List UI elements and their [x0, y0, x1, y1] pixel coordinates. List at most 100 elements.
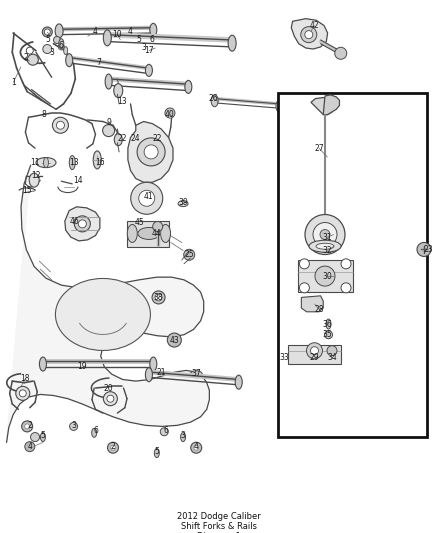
Text: 5: 5 [137, 36, 142, 44]
Text: 26: 26 [209, 94, 219, 103]
Polygon shape [7, 165, 209, 442]
Text: 29: 29 [310, 353, 319, 361]
Circle shape [327, 346, 337, 356]
Circle shape [131, 182, 163, 214]
Circle shape [16, 386, 30, 400]
Circle shape [320, 230, 330, 239]
Text: 6: 6 [58, 41, 63, 50]
Text: 2012 Dodge Caliber
Shift Forks & Rails
Diagram 1: 2012 Dodge Caliber Shift Forks & Rails D… [177, 512, 261, 533]
Circle shape [341, 259, 351, 269]
Ellipse shape [228, 35, 236, 51]
Text: 39: 39 [178, 198, 188, 207]
Ellipse shape [36, 158, 56, 167]
Ellipse shape [316, 243, 334, 249]
Circle shape [58, 44, 64, 50]
Text: 3: 3 [71, 421, 76, 430]
Text: 22: 22 [117, 134, 127, 143]
Text: 16: 16 [95, 158, 105, 167]
Circle shape [43, 45, 52, 53]
Ellipse shape [178, 200, 188, 207]
Text: 44: 44 [152, 229, 162, 238]
Circle shape [341, 283, 351, 293]
Circle shape [315, 266, 335, 286]
Text: 3: 3 [141, 44, 146, 52]
Text: 4: 4 [128, 28, 133, 36]
Text: 37: 37 [191, 369, 201, 377]
Ellipse shape [114, 134, 122, 146]
Text: 2: 2 [23, 53, 28, 62]
Circle shape [325, 330, 332, 339]
Text: 8: 8 [42, 110, 46, 119]
Text: 6: 6 [150, 36, 155, 44]
Circle shape [184, 249, 195, 260]
Bar [278, 93, 427, 437]
Text: 15: 15 [22, 187, 32, 195]
Polygon shape [128, 122, 173, 182]
Text: 4: 4 [194, 442, 199, 451]
Bar [127, 221, 169, 247]
Text: 46: 46 [70, 217, 79, 225]
Circle shape [137, 138, 165, 166]
Circle shape [102, 125, 115, 136]
Text: 12: 12 [31, 172, 41, 180]
Circle shape [53, 36, 60, 44]
Circle shape [26, 47, 33, 54]
Circle shape [21, 421, 33, 432]
Circle shape [305, 30, 313, 39]
Circle shape [311, 346, 318, 355]
Circle shape [417, 243, 431, 256]
Circle shape [191, 442, 202, 453]
Circle shape [107, 395, 114, 402]
Ellipse shape [180, 433, 186, 441]
Ellipse shape [105, 74, 112, 89]
Circle shape [301, 27, 317, 43]
Ellipse shape [93, 151, 101, 169]
Circle shape [160, 427, 168, 436]
Polygon shape [65, 207, 100, 241]
Bar [288, 345, 341, 364]
Circle shape [107, 442, 119, 453]
Polygon shape [291, 19, 328, 49]
Text: 33: 33 [279, 353, 289, 361]
Circle shape [42, 27, 52, 37]
Ellipse shape [326, 319, 331, 329]
Text: 34: 34 [327, 353, 337, 361]
Polygon shape [311, 98, 334, 115]
Text: 5: 5 [45, 36, 50, 44]
Text: 41: 41 [143, 192, 153, 200]
Ellipse shape [235, 375, 242, 389]
Ellipse shape [211, 95, 218, 107]
Circle shape [300, 283, 309, 293]
Text: 38: 38 [154, 293, 163, 302]
Text: 36: 36 [323, 320, 332, 328]
Text: 13: 13 [117, 97, 127, 106]
Text: 32: 32 [323, 246, 332, 255]
Text: 23: 23 [424, 245, 433, 254]
Ellipse shape [43, 158, 49, 167]
Ellipse shape [276, 100, 283, 112]
Text: 3: 3 [180, 432, 186, 440]
Text: 25: 25 [184, 251, 194, 259]
Ellipse shape [114, 84, 123, 98]
Ellipse shape [145, 368, 152, 382]
Circle shape [144, 145, 158, 159]
Text: 40: 40 [165, 110, 175, 119]
Text: 4: 4 [27, 442, 32, 451]
Circle shape [57, 121, 64, 130]
Circle shape [155, 294, 162, 301]
Text: 6: 6 [93, 426, 98, 435]
Circle shape [53, 117, 68, 133]
Circle shape [300, 259, 309, 269]
Circle shape [139, 190, 155, 206]
Text: 6: 6 [163, 426, 168, 435]
Circle shape [25, 424, 30, 429]
Text: 35: 35 [323, 330, 332, 339]
Text: 24: 24 [130, 134, 140, 143]
Ellipse shape [69, 156, 75, 169]
Circle shape [74, 216, 90, 232]
Text: 42: 42 [310, 21, 319, 30]
Text: 5: 5 [40, 432, 46, 440]
Circle shape [165, 108, 175, 118]
Text: 45: 45 [134, 219, 144, 227]
Circle shape [27, 54, 39, 65]
